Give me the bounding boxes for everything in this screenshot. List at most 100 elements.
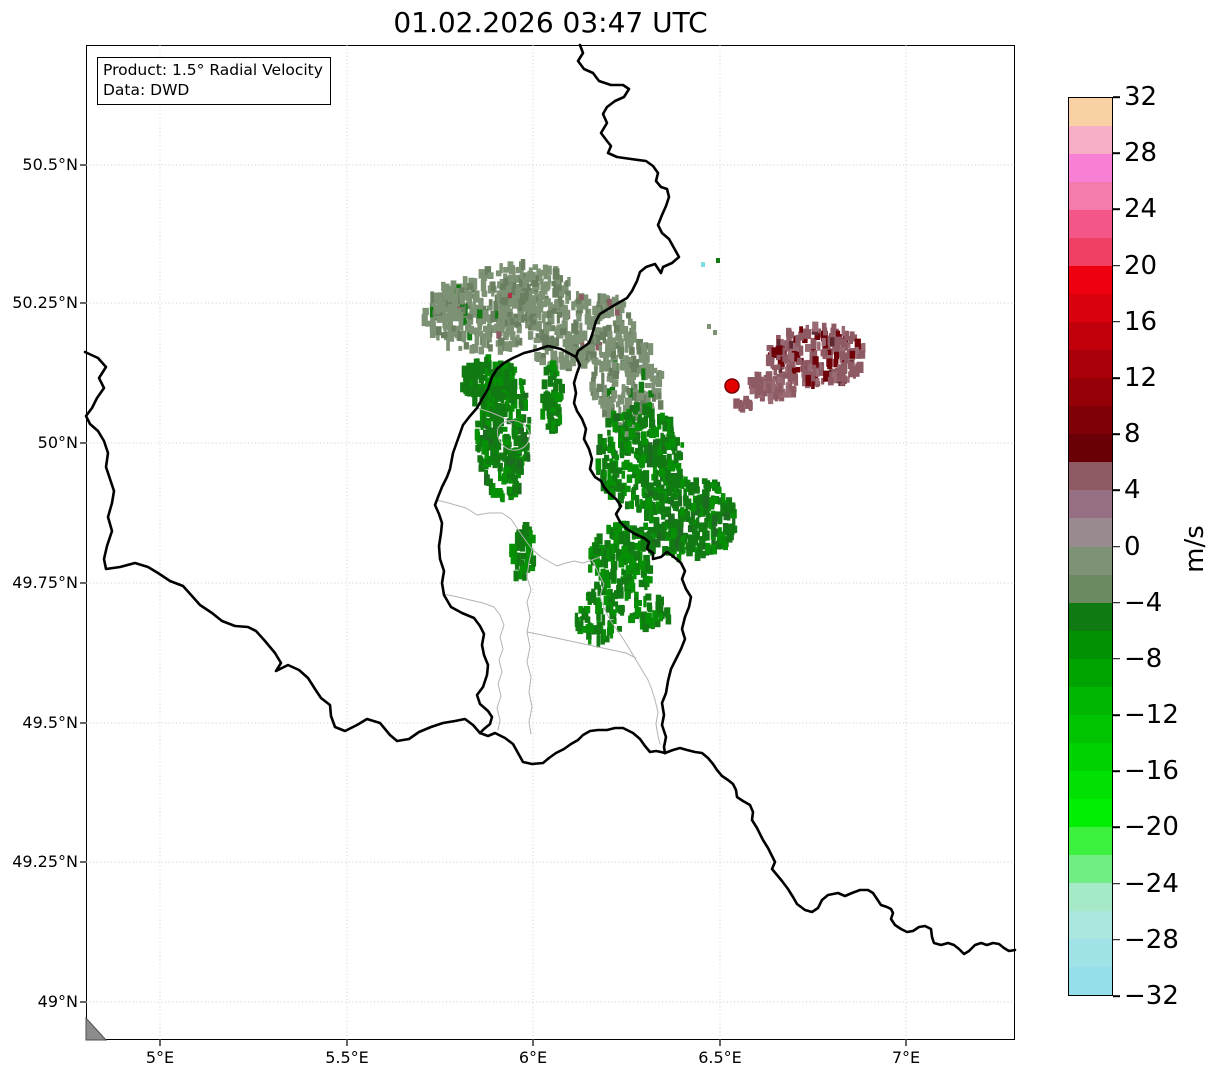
colorbar-band--2-0 [1069,546,1112,575]
region-border-line [496,419,530,451]
border-luxembourg-south [478,726,666,765]
colorbar-tick-label: 28 [1124,138,1158,169]
radar-site-marker [723,377,740,394]
region-border-line [591,559,661,745]
echo-speck [507,292,512,298]
colorbar-tick-mark [1113,545,1120,548]
colorbar-tick-label: −20 [1124,812,1179,843]
echo-speck [712,329,717,335]
colorbar-tick-mark [1113,433,1120,435]
colorbar-band-2-4 [1069,490,1112,519]
colorbar-tick-mark [1113,770,1120,773]
colorbar-tick-label: −24 [1124,868,1179,899]
colorbar-tick-label: −16 [1124,756,1179,787]
colorbar-band--14--12 [1069,714,1112,743]
colorbar-tick-mark [1113,601,1120,604]
colorbar-band--26--24 [1069,882,1112,911]
axis-tick-marks [79,164,907,1046]
colorbar-tick-label: −32 [1124,981,1179,1011]
colorbar-tick-mark [1113,939,1120,941]
colorbar-tick-label: −4 [1124,587,1163,618]
colorbar-band--22--20 [1069,826,1112,855]
colorbar-tick-label: 12 [1124,362,1158,393]
echo-region-maroon-dot [732,395,753,413]
lon-tick-label: 6.5°E [698,1048,742,1067]
lat-tick-label: 49.25°N [12,852,78,872]
lat-tick-label: 49°N [37,992,78,1012]
border-france-belgium [83,350,481,742]
colorbar-band-8-10 [1069,406,1112,435]
colorbar-tick-mark [1113,714,1120,716]
lat-tick-label: 49.75°N [12,573,78,593]
region-borders [436,407,661,745]
colorbar-tick-label: 0 [1124,531,1141,562]
map-plot-area [79,43,1016,1046]
colorbar-band--6--4 [1069,602,1112,631]
colorbar-tick-mark [1113,208,1120,211]
border-france-germany [663,746,1016,955]
echo-region-dark-green-south-scatter [574,584,625,648]
colorbar-band-16-18 [1069,294,1112,323]
colorbar-unit-label: m/s [1180,525,1210,573]
colorbar-tick-label: 4 [1124,475,1141,506]
colorbar-tick-mark [1113,658,1120,660]
colorbar-tick-mark [1113,377,1120,379]
colorbar-band--18--16 [1069,770,1112,799]
colorbar-tick-label: −28 [1124,924,1179,955]
country-borders [83,43,1016,955]
echo-region-dark-green-mid-strip [539,360,565,434]
colorbar-band-18-20 [1069,266,1112,295]
colorbar-band--30--28 [1069,938,1112,967]
colorbar-band-14-16 [1069,322,1112,351]
colorbar-tick-label: −8 [1124,643,1163,674]
figure-title: 01.02.2026 03:47 UTC [393,6,708,39]
lat-tick-label: 49.5°N [22,713,78,733]
echo-region-dark-green-west-strip2 [508,521,536,581]
echo-speck [715,257,720,263]
lon-tick-label: 5°E [145,1048,175,1067]
echo-region-dark-green-west-dot [459,362,478,396]
colorbar-tick-mark [1113,826,1120,829]
colorbar-tick-label: 20 [1124,250,1158,281]
lon-tick-label: 6°E [518,1048,548,1067]
lon-tick-label: 5.5°E [325,1048,369,1067]
colorbar-band-6-8 [1069,434,1112,463]
colorbar-tick-mark [1113,320,1120,323]
colorbar-band-22-24 [1069,210,1112,239]
echo-speck [756,389,761,395]
colorbar-tick-label: −12 [1124,700,1179,731]
colorbar [1068,97,1113,996]
echo-region-maroon-east-mass [765,321,866,389]
border-luxembourg-germany [572,355,692,754]
region-border-line [526,631,637,659]
echo-region-gray-green-north-strip [478,258,560,292]
product-label: Product: 1.5° Radial Velocity [103,61,323,79]
colorbar-tick-mark [1113,882,1120,885]
colorbar-band-24-26 [1069,182,1112,211]
map-svg [79,43,1016,1046]
colorbar-band-12-14 [1069,350,1112,379]
lon-tick-label: 7°E [891,1048,921,1067]
colorbar-tick-label: 32 [1124,82,1158,112]
echo-speck [700,261,705,267]
region-border-line [526,548,533,735]
colorbar-band-30-32 [1069,98,1112,127]
colorbar-band-10-12 [1069,378,1112,407]
colorbar-band--28--26 [1069,910,1112,939]
colorbar-band--16--14 [1069,742,1112,771]
colorbar-band--8--6 [1069,630,1112,659]
echo-region-maroon-tail [747,370,797,404]
colorbar-band-26-28 [1069,154,1112,183]
echo-region-gray-green-mid-low [532,324,586,373]
echo-region-gray-green-east-lower [589,333,664,437]
colorbar-band-4-6 [1069,462,1112,491]
colorbar-band-0-2 [1069,518,1112,547]
product-info-box: Product: 1.5° Radial Velocity Data: DWD [97,57,331,105]
colorbar-band-28-30 [1069,126,1112,155]
region-border-line [442,593,505,731]
colorbar-tick-mark [1113,489,1120,492]
echo-speck [706,323,711,329]
colorbar-band--4--2 [1069,574,1112,603]
radar-echoes [421,257,866,648]
colorbar-band--20--18 [1069,798,1112,827]
